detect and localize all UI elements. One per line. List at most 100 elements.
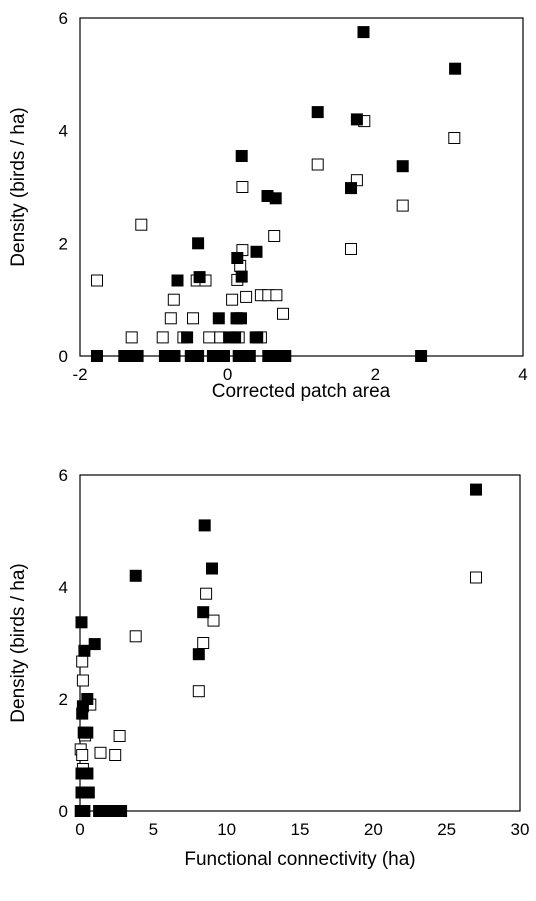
open-square-point [129,630,142,643]
y-tick-label: 6 [59,9,68,28]
filled-square-point [78,805,91,817]
filled-square-point [311,106,324,119]
open-square-point [192,685,205,698]
plot-frame [79,17,524,357]
filled-square-point [212,312,225,325]
x-tick-label: 2 [371,365,380,384]
filled-square-point [171,274,184,287]
y-tick-label: 2 [59,234,68,253]
y-tick-label: 4 [59,578,68,597]
open-square-point [448,132,461,144]
filled-square-point [206,350,219,362]
y-tick-label: 0 [59,802,68,821]
open-square-point [270,289,283,302]
x-axis-label: Corrected patch area [212,381,391,402]
open-square-point [125,331,138,344]
filled-square-point [91,350,103,362]
y-tick-label: 6 [59,466,68,485]
open-square-point [236,181,249,193]
filled-square-point [198,519,211,532]
filled-square-point [223,331,236,344]
filled-square-point [470,483,482,496]
filled-square-point [262,350,275,362]
x-tick-label: 10 [217,820,236,839]
x-tick-label: 30 [511,820,530,839]
filled-square-point [235,150,248,162]
open-square-point [470,571,482,584]
filled-square-point [235,312,247,325]
chart-corrected-patch-area: Corrected patch area Density (birds / ha… [8,9,528,402]
y-tick-label: 0 [59,347,68,366]
filled-square-point [192,350,205,362]
x-tick-label: 5 [149,820,158,839]
filled-square-point [78,644,91,657]
filled-square-point [251,331,264,344]
chart-functional-connectivity: Functional connectivity (ha) Density (bi… [8,466,529,870]
open-square-point [345,243,357,255]
open-square-point [167,293,180,306]
open-square-point [207,614,220,627]
filled-square-point [168,350,181,362]
x-tick-label: 25 [437,820,456,839]
open-square-point [268,230,281,242]
filled-square-point [357,26,370,39]
filled-square-point [82,786,95,799]
filled-square-point [81,726,94,739]
filled-square-point [345,182,357,195]
open-square-point [240,290,253,303]
filled-square-point [115,805,128,817]
open-square-point [76,674,89,687]
open-square-point [94,746,107,759]
filled-square-point [192,648,205,661]
open-square-point [200,587,213,600]
x-tick-label: 0 [75,820,84,839]
filled-square-point [193,271,206,284]
filled-square-point [350,113,363,126]
y-axis-label: Density (birds / ha) [8,563,29,722]
open-square-point [135,218,148,231]
filled-square-point [235,270,248,283]
filled-square-point [218,350,230,362]
filled-square-point [269,192,282,205]
x-axis-label: Functional connectivity (ha) [184,849,415,870]
open-square-point [197,637,210,649]
y-tick-label: 2 [59,690,68,709]
x-tick-label: 20 [364,820,383,839]
plot-frame [79,474,521,812]
tick-labels: 0 5 10 15 20 25 30 0 2 4 6 [59,466,530,839]
filled-square-point [129,569,142,582]
open-square-point [113,730,126,742]
filled-square-point [232,350,245,362]
open-square-point [187,312,199,325]
filled-square-point [206,562,218,575]
filled-square-point [127,350,140,362]
filled-square-point [449,62,462,75]
open-square-point [109,749,122,761]
open-square-point [396,199,409,212]
filled-square-point [81,767,94,780]
filled-square-point [192,237,205,250]
y-axis-label: Density (birds / ha) [8,107,29,266]
open-square-point [156,331,169,344]
filled-square-point [415,350,428,362]
y-tick-label: 4 [59,122,68,141]
filled-square-point [75,616,88,629]
x-tick-label: 15 [291,820,310,839]
open-square-point [203,331,216,344]
x-tick-label: 0 [223,365,232,384]
open-square-point [91,274,103,287]
open-square-point [76,655,89,668]
x-tick-label: -2 [72,365,87,384]
filled-square-point [181,331,194,344]
open-square-point [226,293,239,306]
filled-square-point [396,160,409,173]
open-square-point [164,312,177,325]
filled-square-point [250,245,263,258]
open-square-point [277,307,289,320]
open-square-point [311,158,324,171]
filled-square-point [231,252,244,264]
open-square-point [76,749,89,761]
filled-square-point [279,350,292,362]
